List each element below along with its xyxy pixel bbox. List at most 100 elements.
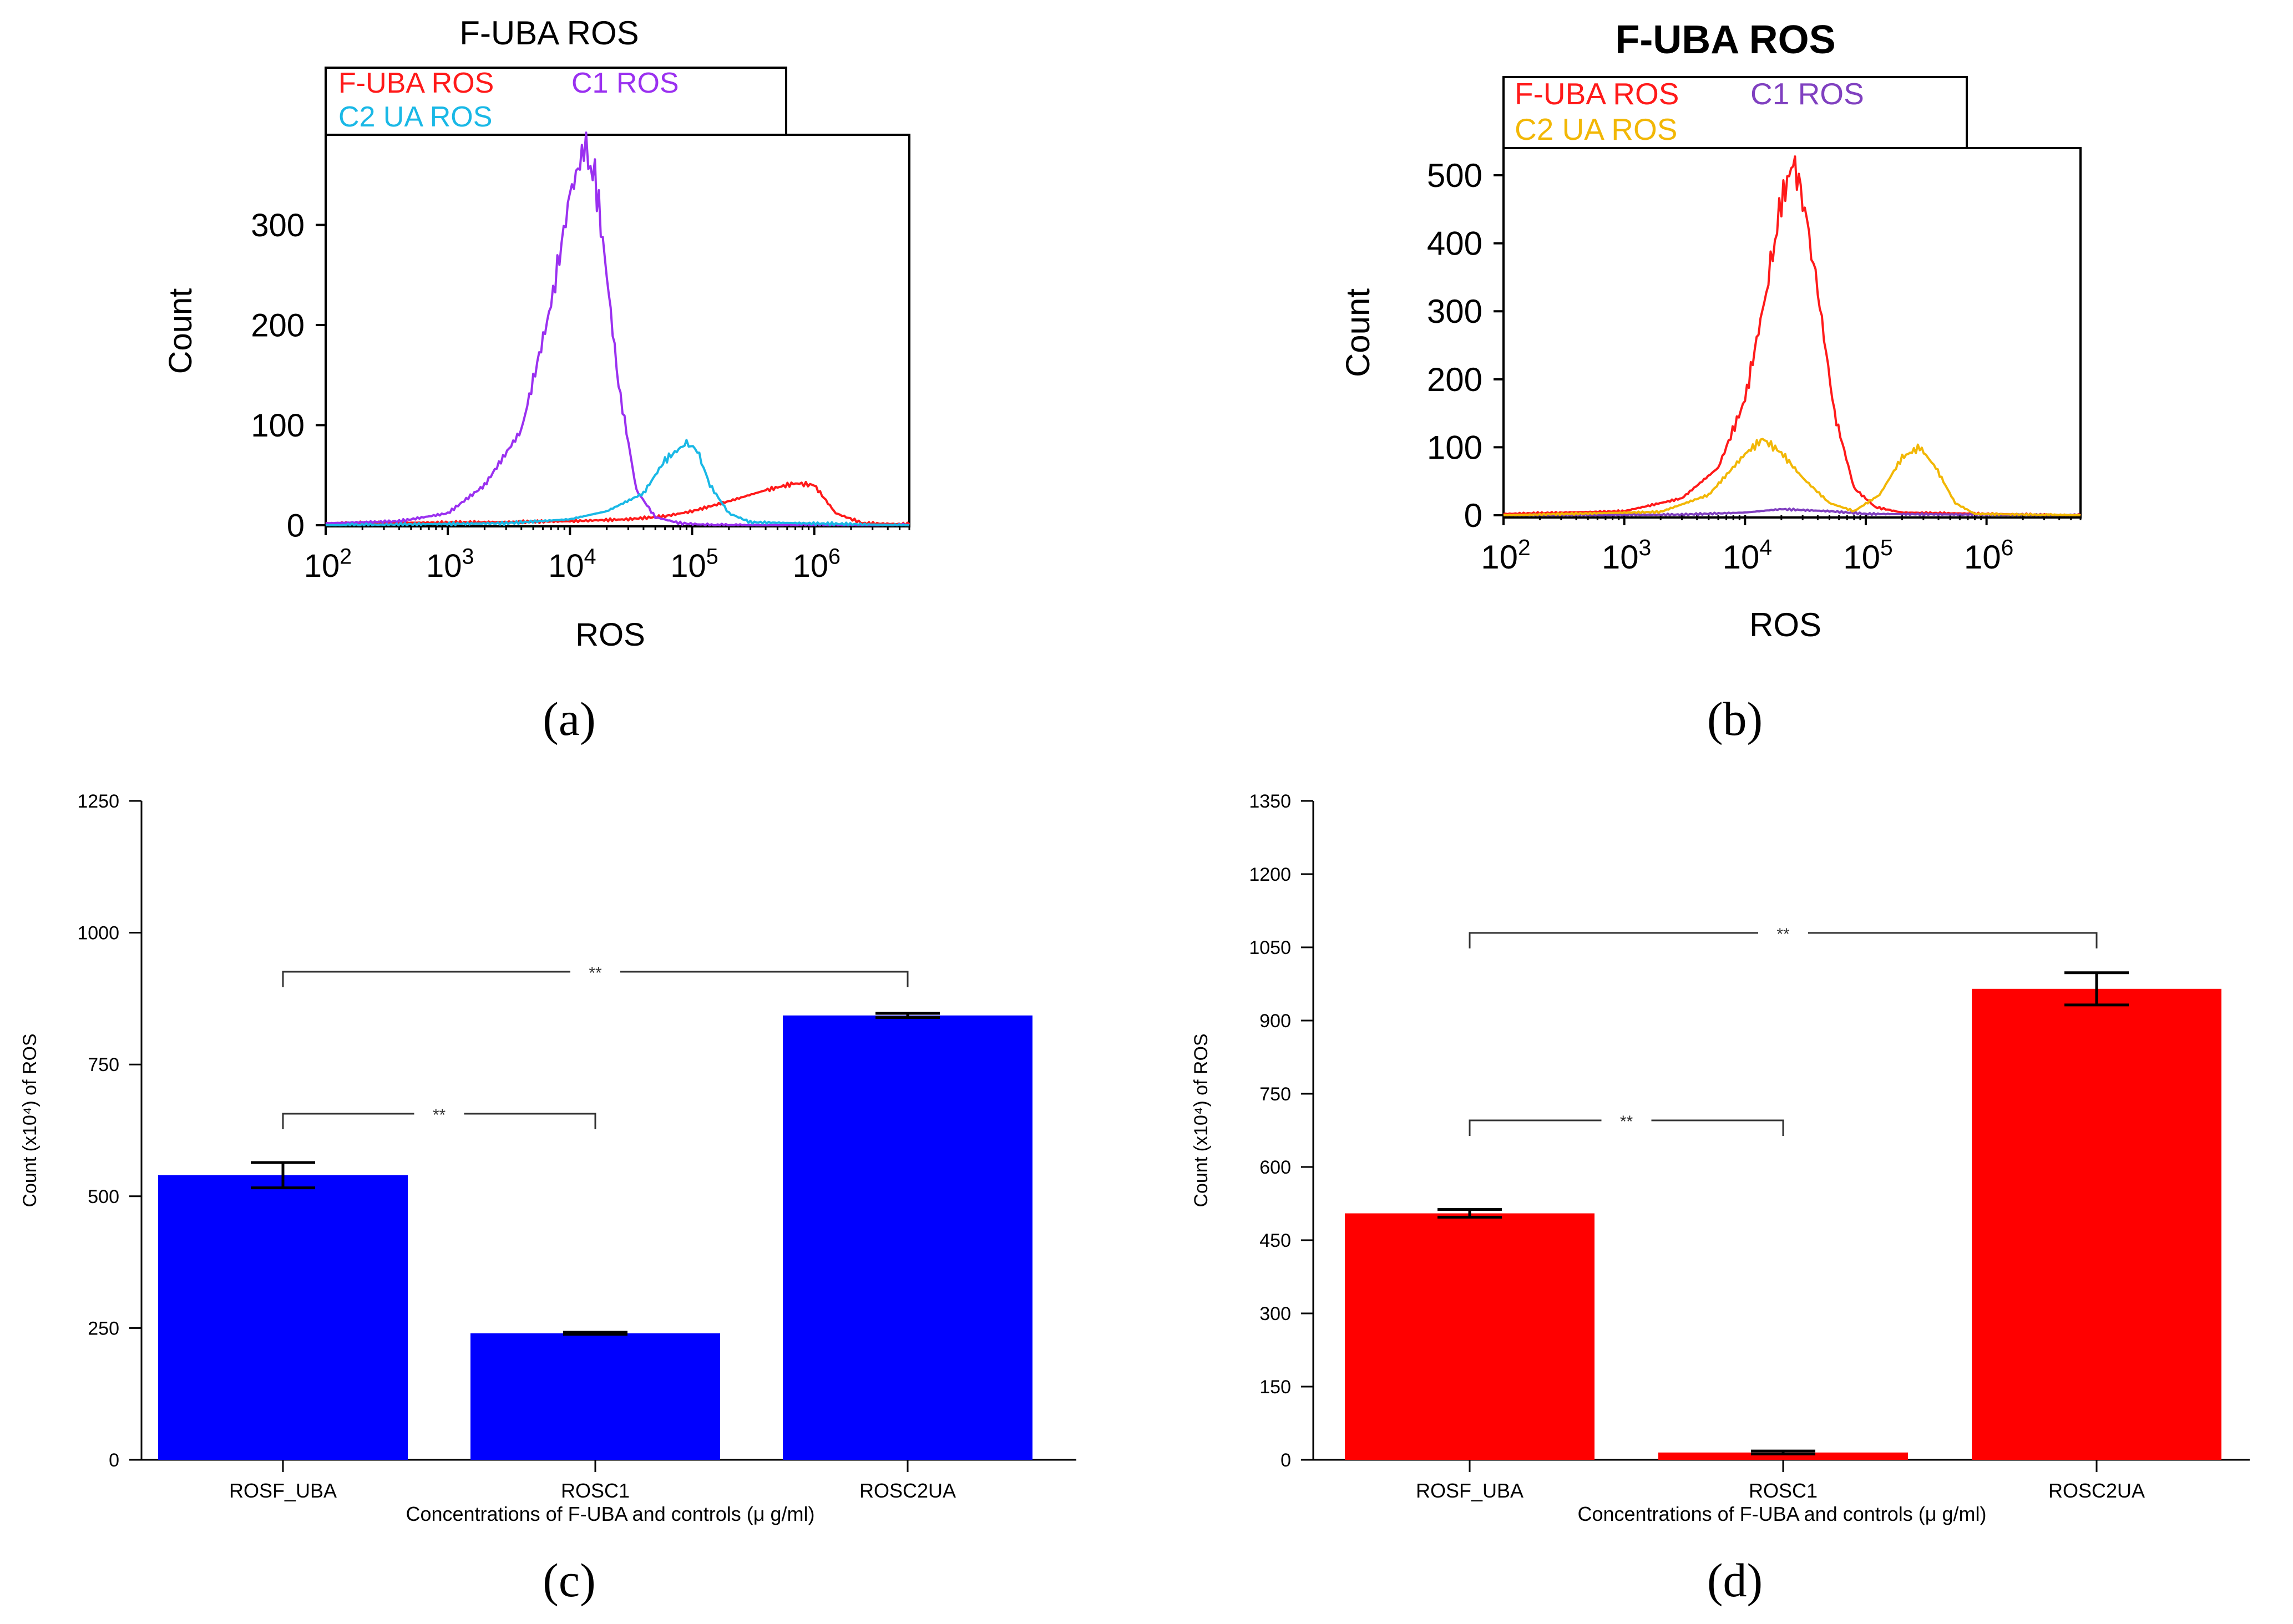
x-tick-label: 104 xyxy=(548,545,596,584)
x-tick-label: 102 xyxy=(1481,535,1530,576)
x-axis-label: ROS xyxy=(575,617,645,653)
significance-label: ** xyxy=(433,1106,446,1124)
x-tick-label: ROSC1 xyxy=(561,1479,630,1502)
bar-rosc1 xyxy=(470,1333,720,1460)
x-axis-label: Concentrations of F-UBA and controls (μ … xyxy=(1577,1503,1986,1525)
y-tick-label: 500 xyxy=(1427,157,1482,194)
y-axis-label: Count (x10⁴) of ROS xyxy=(19,1033,41,1207)
y-tick-label: 200 xyxy=(1427,361,1482,398)
histogram-b: F-UBA ROS F-UBA ROS C1 ROS C2 UA ROS 010… xyxy=(1339,18,2082,643)
y-tick-label: 0 xyxy=(109,1450,119,1471)
bar-rosc1 xyxy=(1658,1452,1908,1460)
y-tick-label: 250 xyxy=(88,1318,119,1339)
y-tick-label: 400 xyxy=(1427,225,1482,262)
significance-brackets: ** ** xyxy=(282,964,909,1129)
legend-item-c1-ros: C1 ROS xyxy=(571,67,679,99)
y-tick-label: 100 xyxy=(251,408,305,444)
x-tick-label: 106 xyxy=(1964,535,2013,576)
x-tick-label: ROSF_UBA xyxy=(1416,1479,1523,1502)
significance-label: ** xyxy=(589,964,602,982)
y-tick-label: 300 xyxy=(1427,293,1482,330)
y-tick-label: 1350 xyxy=(1249,791,1291,812)
y-tick-label: 150 xyxy=(1259,1377,1291,1398)
y-axis-label: Count (x10⁴) of ROS xyxy=(1191,1033,1212,1207)
legend-item-f-uba-ros: F-UBA ROS xyxy=(338,67,494,99)
y-axis-ticks: 0 100 200 300 400 500 xyxy=(1427,157,1504,534)
x-tick-label: ROSC2UA xyxy=(859,1479,956,1502)
y-tick-label: 750 xyxy=(1259,1084,1291,1105)
bar-chart-d: 0 150 300 450 600 750 900 1050 1200 1350 ROSF_UBA… xyxy=(1191,791,2250,1525)
y-tick-label: 1200 xyxy=(1249,864,1291,885)
y-tick-label: 900 xyxy=(1259,1011,1291,1032)
x-tick-label: 105 xyxy=(670,545,718,584)
bars: ROSF_UBA ROSC1 ROSC2UA xyxy=(158,1012,1032,1502)
y-tick-label: 300 xyxy=(1259,1303,1291,1324)
y-axis-ticks: 0 150 300 450 600 750 900 1050 1200 1350 xyxy=(1249,791,1313,1471)
plot-frame xyxy=(325,134,910,527)
bar-rosc2ua xyxy=(1972,988,2221,1460)
significance-bracket xyxy=(282,971,909,987)
y-tick-label: 600 xyxy=(1259,1157,1291,1178)
panel-label-a: (a) xyxy=(543,692,595,745)
x-tick-label: ROSC1 xyxy=(1749,1479,1818,1502)
y-tick-label: 0 xyxy=(287,507,305,544)
x-axis-label: ROS xyxy=(1749,606,1821,643)
chart-title: F-UBA ROS xyxy=(1615,18,1835,62)
panel-label-b: (b) xyxy=(1707,692,1763,745)
significance-label: ** xyxy=(1620,1113,1633,1131)
y-tick-label: 450 xyxy=(1259,1230,1291,1251)
x-axis-ticks: 102 103 104 105 106 xyxy=(1481,515,2082,576)
y-tick-label: 300 xyxy=(251,207,305,243)
y-tick-label: 1250 xyxy=(77,791,119,812)
y-tick-label: 100 xyxy=(1427,429,1482,466)
y-tick-label: 0 xyxy=(1464,497,1482,534)
y-axis-ticks: 0 250 500 750 1000 1250 xyxy=(77,791,141,1471)
x-tick-label: 106 xyxy=(792,545,840,584)
panel-label-c: (c) xyxy=(543,1554,595,1607)
legend-item-f-uba-ros: F-UBA ROS xyxy=(1515,77,1679,111)
x-tick-label: ROSC2UA xyxy=(2048,1479,2145,1502)
series-line-c2-ua-ros xyxy=(325,439,909,526)
x-tick-label: 103 xyxy=(1602,535,1651,576)
significance-bracket xyxy=(1469,1119,1784,1136)
y-axis-ticks: 0 100 200 300 xyxy=(251,207,326,544)
y-tick-label: 1000 xyxy=(77,923,119,944)
x-axis-ticks: 102 103 104 105 106 xyxy=(304,525,910,584)
panel-label-d: (d) xyxy=(1707,1554,1763,1607)
bar-rosf-uba xyxy=(158,1175,408,1460)
series-line-f-uba-ros xyxy=(1503,155,2081,516)
significance-label: ** xyxy=(1776,925,1790,943)
series-line-f-uba-ros xyxy=(325,480,910,526)
bar-rosc2ua xyxy=(783,1015,1032,1460)
y-tick-label: 1050 xyxy=(1249,937,1291,958)
y-tick-label: 500 xyxy=(88,1186,119,1207)
x-tick-label: 102 xyxy=(304,545,352,584)
legend-item-c2-ua-ros: C2 UA ROS xyxy=(1515,112,1677,146)
y-axis-label: Count xyxy=(163,288,199,374)
legend-item-c2-ua-ros: C2 UA ROS xyxy=(338,101,492,133)
series-lines xyxy=(325,131,910,526)
y-axis-label: Count xyxy=(1339,288,1376,377)
x-tick-label: 103 xyxy=(426,545,474,584)
histogram-a: F-UBA ROS F-UBA ROS C1 ROS C2 UA ROS 010… xyxy=(163,14,910,653)
legend-box xyxy=(325,67,787,136)
plot-frame xyxy=(1502,147,2082,519)
x-tick-label: ROSF_UBA xyxy=(229,1479,337,1502)
x-tick-label: 105 xyxy=(1843,535,1892,576)
bars: ROSF_UBA ROSC1 ROSC2UA xyxy=(1345,971,2221,1502)
legend-item-c1-ros: C1 ROS xyxy=(1750,77,1864,111)
y-tick-label: 0 xyxy=(1280,1450,1291,1471)
y-tick-label: 200 xyxy=(251,307,305,343)
legend-box xyxy=(1502,76,1968,149)
series-line-c2-ua-ros xyxy=(1503,438,2081,516)
significance-bracket xyxy=(282,1113,596,1129)
bar-rosf-uba xyxy=(1345,1213,1595,1460)
series-lines xyxy=(1503,155,2081,516)
x-axis-label: Concentrations of F-UBA and controls (μ … xyxy=(406,1503,814,1525)
significance-bracket xyxy=(1469,932,2098,948)
y-tick-label: 750 xyxy=(88,1054,119,1075)
significance-brackets: ** ** xyxy=(1469,925,2098,1136)
series-line-c1-ros xyxy=(325,131,910,526)
